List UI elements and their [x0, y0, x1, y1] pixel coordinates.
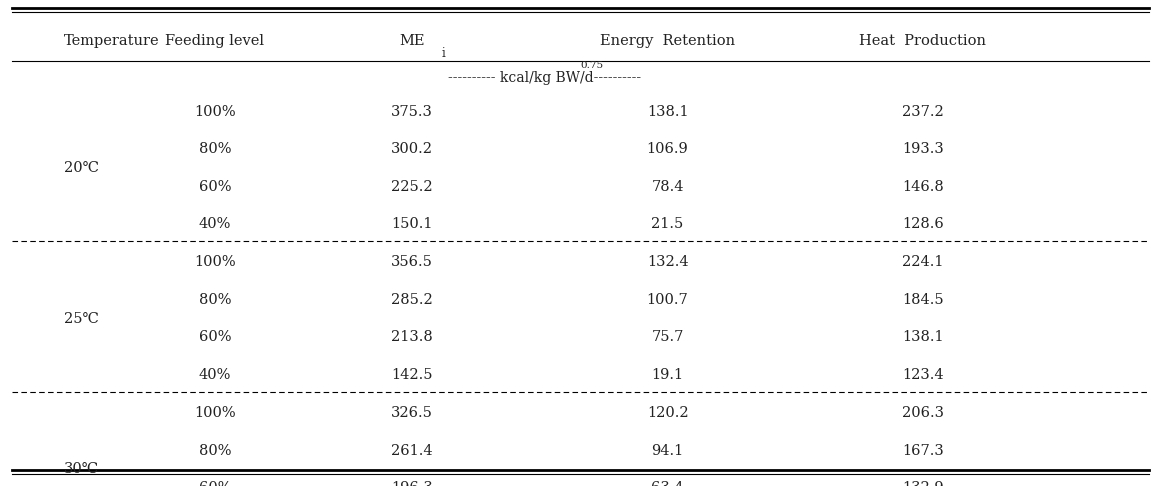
- Text: 206.3: 206.3: [902, 406, 944, 420]
- Text: 63.4: 63.4: [651, 481, 684, 486]
- Text: i: i: [441, 47, 445, 60]
- Text: 120.2: 120.2: [647, 406, 688, 420]
- Text: 285.2: 285.2: [391, 293, 433, 307]
- Text: 193.3: 193.3: [902, 142, 944, 156]
- Text: 146.8: 146.8: [902, 180, 944, 193]
- Text: 106.9: 106.9: [647, 142, 688, 156]
- Text: 60%: 60%: [199, 180, 231, 193]
- Text: 30℃: 30℃: [64, 462, 99, 476]
- Text: 75.7: 75.7: [651, 330, 684, 344]
- Text: 19.1: 19.1: [651, 368, 684, 382]
- Text: 100%: 100%: [194, 406, 236, 420]
- Text: 196.3: 196.3: [391, 481, 433, 486]
- Text: 100.7: 100.7: [647, 293, 688, 307]
- Text: 225.2: 225.2: [391, 180, 433, 193]
- Text: 60%: 60%: [199, 330, 231, 344]
- Text: 138.1: 138.1: [647, 105, 688, 119]
- Text: /d----------: /d----------: [580, 71, 642, 85]
- Text: 80%: 80%: [199, 293, 231, 307]
- Text: 80%: 80%: [199, 142, 231, 156]
- Text: ME: ME: [399, 35, 425, 48]
- Text: 326.5: 326.5: [391, 406, 433, 420]
- Text: ---------- kcal/kg BW: ---------- kcal/kg BW: [448, 71, 580, 85]
- Text: 261.4: 261.4: [391, 444, 433, 457]
- Text: 375.3: 375.3: [391, 105, 433, 119]
- Text: Feeding level: Feeding level: [165, 35, 265, 48]
- Text: Heat  Production: Heat Production: [859, 35, 987, 48]
- Text: 142.5: 142.5: [391, 368, 433, 382]
- Text: 132.9: 132.9: [902, 481, 944, 486]
- Text: 21.5: 21.5: [651, 217, 684, 231]
- Text: Energy  Retention: Energy Retention: [600, 35, 735, 48]
- Text: Temperature: Temperature: [64, 35, 159, 48]
- Text: 40%: 40%: [199, 217, 231, 231]
- Text: 184.5: 184.5: [902, 293, 944, 307]
- Text: 40%: 40%: [199, 368, 231, 382]
- Text: 0.75: 0.75: [580, 61, 604, 70]
- Text: 100%: 100%: [194, 256, 236, 269]
- Text: 25℃: 25℃: [64, 312, 99, 326]
- Text: 356.5: 356.5: [391, 256, 433, 269]
- Text: 138.1: 138.1: [902, 330, 944, 344]
- Text: 128.6: 128.6: [902, 217, 944, 231]
- Text: 20℃: 20℃: [64, 161, 99, 175]
- Text: 100%: 100%: [194, 105, 236, 119]
- Text: 132.4: 132.4: [647, 256, 688, 269]
- Text: 300.2: 300.2: [391, 142, 433, 156]
- Text: 167.3: 167.3: [902, 444, 944, 457]
- Text: 224.1: 224.1: [902, 256, 944, 269]
- Text: 237.2: 237.2: [902, 105, 944, 119]
- Text: 213.8: 213.8: [391, 330, 433, 344]
- Text: 78.4: 78.4: [651, 180, 684, 193]
- Text: 94.1: 94.1: [651, 444, 684, 457]
- Text: 60%: 60%: [199, 481, 231, 486]
- Text: 150.1: 150.1: [391, 217, 433, 231]
- Text: 123.4: 123.4: [902, 368, 944, 382]
- Text: 80%: 80%: [199, 444, 231, 457]
